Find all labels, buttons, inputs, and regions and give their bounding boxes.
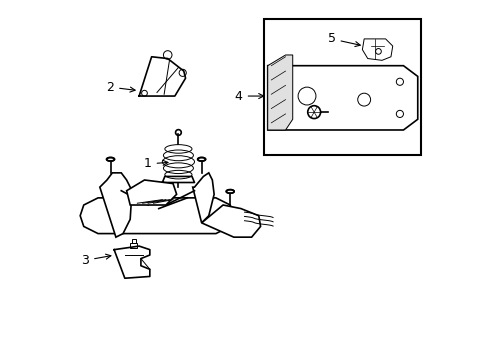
Ellipse shape — [106, 157, 114, 161]
Ellipse shape — [226, 190, 234, 193]
Polygon shape — [126, 180, 176, 205]
Polygon shape — [201, 205, 260, 237]
Polygon shape — [80, 198, 233, 234]
Text: 4: 4 — [234, 90, 263, 103]
Text: 1: 1 — [143, 157, 168, 170]
Polygon shape — [362, 39, 392, 60]
Text: 5: 5 — [327, 32, 360, 46]
Bar — [264, 19, 421, 155]
Bar — [130, 243, 137, 248]
Polygon shape — [100, 173, 132, 237]
Text: 6: 6 — [275, 104, 301, 117]
Ellipse shape — [197, 157, 205, 161]
Bar — [132, 239, 135, 243]
Polygon shape — [267, 55, 292, 130]
Text: 3: 3 — [81, 254, 111, 267]
Polygon shape — [267, 66, 417, 130]
Text: 2: 2 — [106, 81, 135, 94]
Polygon shape — [192, 173, 214, 223]
